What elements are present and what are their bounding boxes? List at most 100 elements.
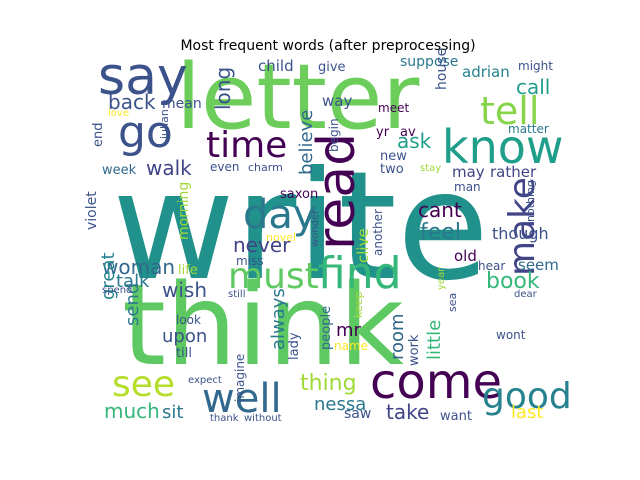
word-lady: lady <box>287 332 302 360</box>
word-wont: wont <box>496 328 526 342</box>
word-book: book <box>486 269 540 294</box>
word-mean: mean <box>162 96 202 112</box>
word-seem: seem <box>518 256 559 274</box>
word-end: end <box>91 123 106 148</box>
word-wish: wish <box>162 278 207 302</box>
word-saw: saw <box>344 406 371 422</box>
word-ask: ask <box>397 129 432 153</box>
word-child: child <box>258 57 294 75</box>
word-might: might <box>518 59 553 73</box>
word-believe: believe <box>296 110 317 175</box>
word-must: must <box>228 256 319 297</box>
word-letter: letter <box>176 45 419 150</box>
word-tell: tell <box>480 89 539 133</box>
word-imagine: imagine <box>233 354 247 402</box>
word-house: house <box>434 48 450 90</box>
word-though: though <box>492 224 549 243</box>
word-think: think <box>122 261 404 391</box>
chart-title: Most frequent words (after preprocessing… <box>180 38 475 54</box>
word-without: without <box>244 413 282 424</box>
word-sit: sit <box>162 402 183 423</box>
word-read: read <box>307 133 367 250</box>
word-never: never <box>233 233 291 257</box>
word-two: two <box>380 162 404 177</box>
word-novel: novel <box>266 231 296 244</box>
word-saxon: saxon <box>280 187 318 202</box>
word-little: little <box>424 320 445 360</box>
word-people: people <box>319 306 334 350</box>
word-stay: stay <box>420 163 441 174</box>
word-spend: spend <box>102 285 132 296</box>
word-write: write <box>112 140 489 314</box>
word-great: great <box>98 252 119 300</box>
word-take: take <box>386 400 429 424</box>
word-long: long <box>211 67 235 110</box>
word-yr: yr <box>376 125 390 140</box>
word-nessa: nessa <box>314 394 366 415</box>
word-walk: walk <box>146 156 192 180</box>
word-year: year <box>436 267 447 290</box>
word-go: go <box>118 107 173 158</box>
word-day: day <box>243 192 317 238</box>
word-last: last <box>511 402 543 423</box>
word-always: always <box>268 288 289 350</box>
word-another: another <box>371 209 385 256</box>
word-violet: violet <box>84 191 100 230</box>
word-rather: rather <box>490 163 537 181</box>
word-good: good <box>482 376 572 417</box>
word-say: say <box>98 47 188 107</box>
word-well: well <box>202 376 282 422</box>
word-nothing: nothing <box>524 180 537 222</box>
word-send: send <box>122 283 143 326</box>
word-talk: talk <box>116 271 150 292</box>
word-hear: hear <box>478 259 505 273</box>
word-know: know <box>442 120 564 174</box>
word-give: give <box>318 60 346 75</box>
word-suppose: suppose <box>400 54 458 70</box>
word-clive: clive <box>354 228 372 263</box>
word-even: even <box>210 160 239 174</box>
word-miss: miss <box>236 254 264 268</box>
word-woman: woman <box>102 255 175 279</box>
word-room: room <box>387 313 408 360</box>
word-back: back <box>108 90 156 114</box>
word-may: may <box>452 163 485 181</box>
word-sea: sea <box>446 293 459 312</box>
word-charm: charm <box>248 161 283 174</box>
word-new: new <box>380 149 407 164</box>
word-see: see <box>112 364 175 405</box>
word-julian: julian <box>158 109 171 140</box>
word-adrian: adrian <box>462 63 510 81</box>
word-matter: matter <box>508 122 549 136</box>
word-week: week <box>102 163 137 178</box>
word-mr: mr <box>336 320 362 341</box>
word-meet: meet <box>378 101 409 115</box>
word-find: find <box>318 248 402 299</box>
word-begin: begin <box>327 118 341 152</box>
word-love: love <box>108 108 129 119</box>
word-still: still <box>228 289 245 300</box>
word-want: want <box>440 409 472 424</box>
word-feel: feel <box>420 220 461 245</box>
word-man: man <box>454 180 481 194</box>
word-morning: morning <box>176 182 192 240</box>
word-thing: thing <box>300 371 357 396</box>
word-life: life <box>178 263 198 278</box>
word-keep: keep <box>352 291 365 318</box>
word-call: call <box>516 75 550 99</box>
word-till: till <box>176 346 192 361</box>
word-look: look <box>176 313 201 327</box>
word-make: make <box>502 177 543 276</box>
word-name: name <box>334 339 368 353</box>
word-thank: thank <box>210 413 239 424</box>
word-work: work <box>407 334 422 366</box>
word-old: old <box>454 247 477 265</box>
word-come: come <box>370 354 502 410</box>
word-wonder: wonder <box>310 209 321 247</box>
word-cant: cant <box>418 198 462 222</box>
word-upon: upon <box>162 326 207 347</box>
word-av: av <box>400 125 416 140</box>
